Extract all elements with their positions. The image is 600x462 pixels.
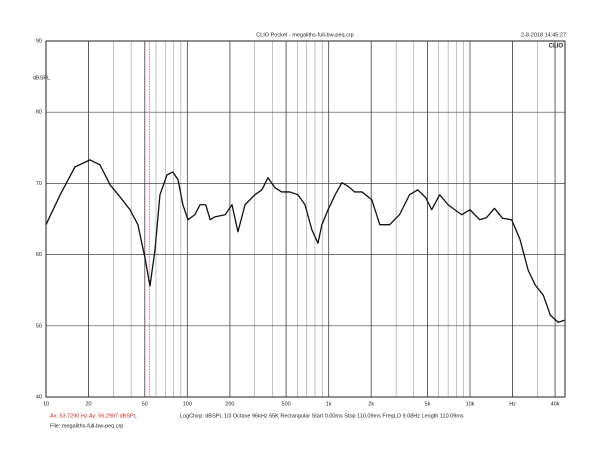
x-tick-label: 500 [282, 401, 291, 407]
logo: CLIO [549, 44, 564, 50]
x-tick-label: 50 [142, 401, 148, 407]
plot-frame [45, 40, 566, 398]
x-tick-label: 2k [368, 401, 374, 407]
x-tick-label: Hz [509, 401, 516, 407]
y-axis-label: dBSPL [33, 75, 50, 81]
file-line: File: megaliths-full-bw-peq.crp [50, 423, 123, 429]
x-tick-label: 10 [43, 401, 49, 407]
timestamp: 2-8-2018 14:45:27 [521, 32, 566, 38]
x-tick-label: 20 [85, 401, 91, 407]
y-tick-label: 90 [36, 38, 42, 44]
settings-line: LogChirp: dBSPL 1/3 Octave 96kHz 65K Rec… [180, 413, 464, 419]
x-tick-label: 40k [551, 401, 560, 407]
y-tick-label: 40 [36, 394, 42, 400]
chart-title: CLIO Pocket - megaliths-full-bw-peq.crp [256, 32, 354, 38]
x-tick-label: 100 [183, 401, 192, 407]
y-tick-label: 80 [36, 110, 42, 116]
y-tick-label: 50 [36, 323, 42, 329]
x-tick-label: 1k [326, 401, 332, 407]
x-tick-label: 200 [225, 401, 234, 407]
x-tick-label: 10k [466, 401, 475, 407]
x-tick-label: 5k [425, 401, 431, 407]
y-tick-label: 70 [36, 181, 42, 187]
cursor-readout: Ax: 53.7290 Hz Ay: 56.2987 dBSPL [50, 413, 137, 419]
response-curve [45, 159, 566, 323]
y-tick-label: 60 [36, 252, 42, 258]
